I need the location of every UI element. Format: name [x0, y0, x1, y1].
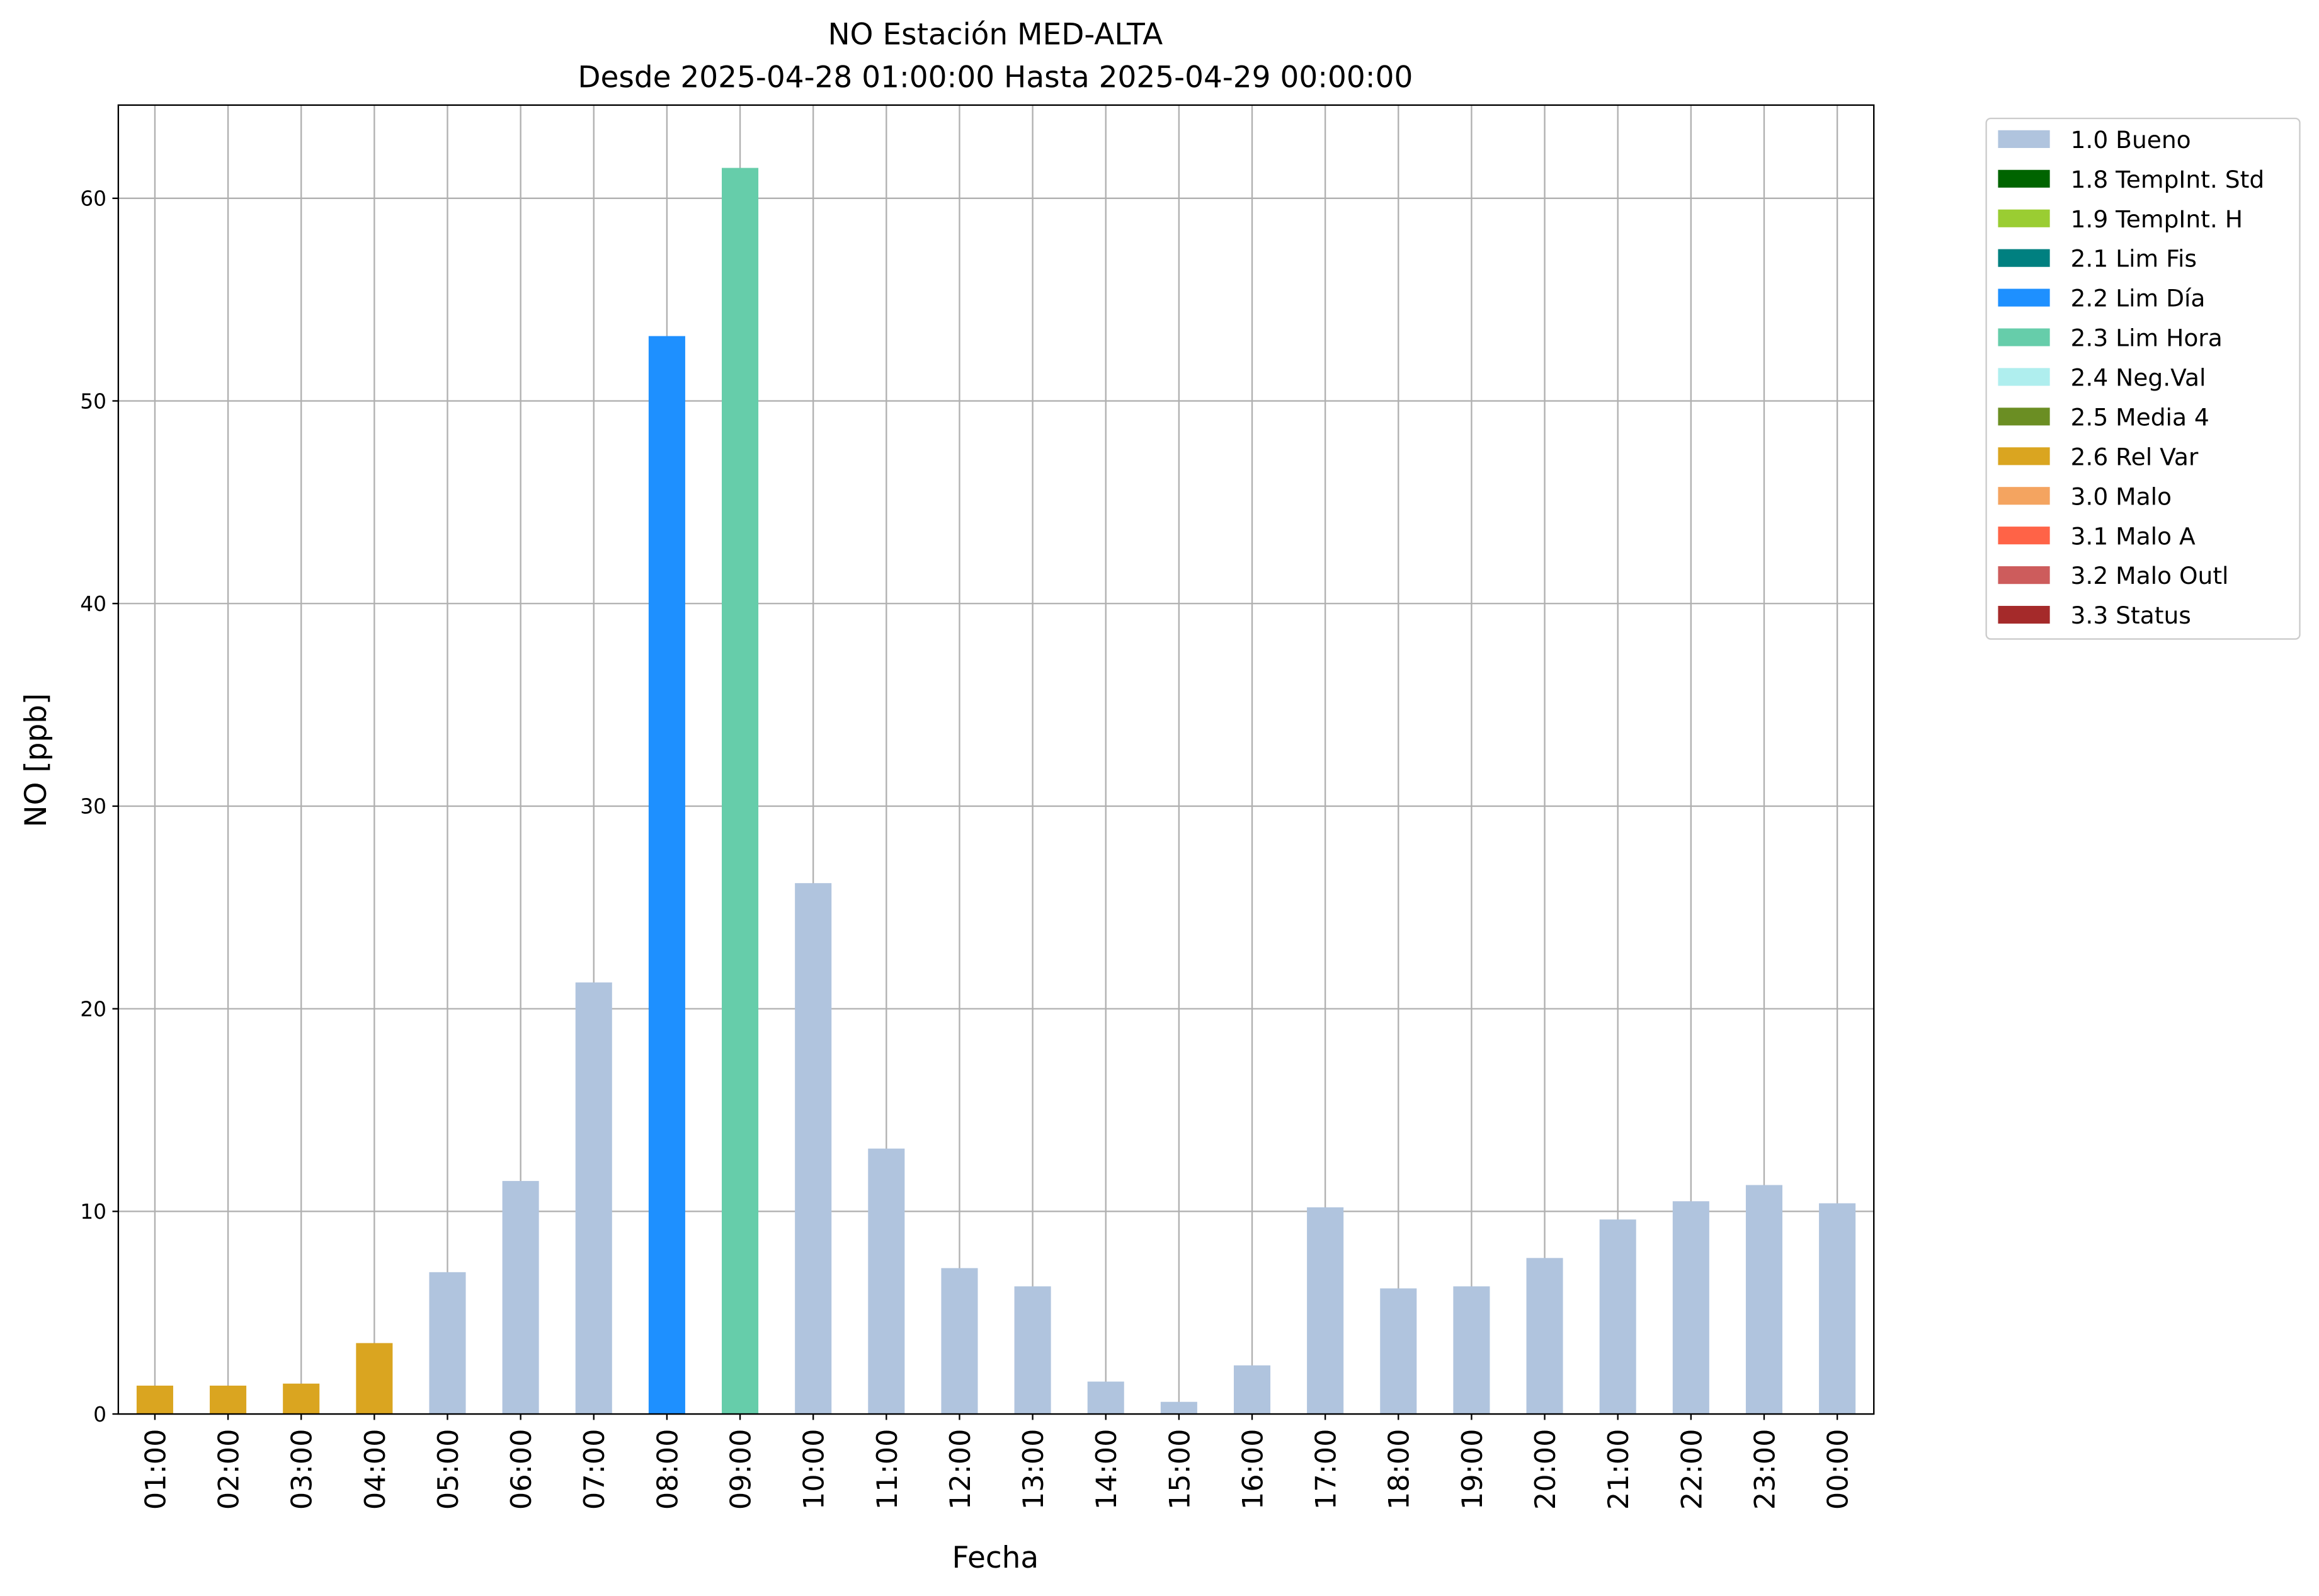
bar [136, 1385, 173, 1415]
bar [1599, 1219, 1636, 1415]
bar [1160, 1401, 1197, 1415]
legend-label: 2.6 Rel Var [2071, 443, 2199, 470]
legend-swatch [1998, 328, 2050, 346]
y-tick-label: 20 [80, 996, 106, 1021]
x-tick-label: 20:00 [1529, 1429, 1562, 1510]
bar [1307, 1207, 1344, 1415]
bar [868, 1148, 905, 1415]
legend-label: 1.8 TempInt. Std [2071, 166, 2265, 193]
x-tick-label: 23:00 [1748, 1429, 1781, 1510]
x-tick-label: 13:00 [1017, 1429, 1050, 1510]
y-tick-label: 40 [80, 591, 106, 616]
bar [283, 1383, 320, 1415]
bar [1087, 1381, 1124, 1415]
bar [1453, 1286, 1490, 1415]
x-tick-label: 16:00 [1236, 1429, 1269, 1510]
x-tick-label: 08:00 [651, 1429, 684, 1510]
legend-label: 3.3 Status [2071, 601, 2191, 629]
legend-swatch [1998, 605, 2050, 624]
bar [1819, 1203, 1856, 1415]
x-tick-label: 17:00 [1310, 1429, 1343, 1510]
x-tick-label: 09:00 [724, 1429, 757, 1510]
chart-subtitle: Desde 2025-04-28 01:00:00 Hasta 2025-04-… [578, 60, 1413, 95]
legend-swatch [1998, 487, 2050, 505]
bar [356, 1343, 393, 1415]
bar [1014, 1286, 1051, 1415]
y-tick-label: 50 [80, 389, 106, 413]
bar [722, 168, 759, 1415]
bar [502, 1181, 539, 1415]
x-tick-label: 15:00 [1163, 1429, 1196, 1510]
x-tick-label: 07:00 [578, 1429, 611, 1510]
x-tick-label: 05:00 [432, 1429, 465, 1510]
bar [795, 883, 832, 1415]
legend-label: 1.0 Bueno [2071, 126, 2191, 154]
bar [1745, 1185, 1783, 1415]
legend-swatch [1998, 130, 2050, 148]
legend-label: 3.1 Malo A [2071, 522, 2196, 550]
bar [1672, 1201, 1709, 1415]
x-tick-label: 12:00 [944, 1429, 977, 1510]
x-tick-label: 06:00 [505, 1429, 538, 1510]
legend-swatch [1998, 408, 2050, 426]
legend-label: 2.5 Media 4 [2071, 403, 2209, 431]
y-axis-label: NO [ppb] [19, 693, 54, 828]
bar [429, 1272, 466, 1415]
legend-label: 2.3 Lim Hora [2071, 324, 2223, 352]
x-tick-label: 22:00 [1675, 1429, 1708, 1510]
x-tick-label: 01:00 [139, 1429, 172, 1510]
legend-swatch [1998, 447, 2050, 465]
x-tick-label: 14:00 [1090, 1429, 1123, 1510]
legend-label: 1.9 TempInt. H [2071, 205, 2243, 233]
legend-swatch [1998, 169, 2050, 188]
legend-swatch [1998, 527, 2050, 545]
legend-label: 2.2 Lim Día [2071, 285, 2206, 312]
legend-label: 2.4 Neg.Val [2071, 364, 2206, 392]
bar [648, 336, 685, 1415]
bar [941, 1268, 978, 1415]
legend-swatch [1998, 368, 2050, 386]
x-tick-label: 18:00 [1383, 1429, 1416, 1510]
y-tick-label: 60 [80, 186, 106, 211]
axes: 0 10 20 30 40 50 60 01:00 02:00 03:00 04:00 05:00 06… [80, 186, 1854, 1510]
bar [1380, 1288, 1417, 1415]
x-tick-label: 00:00 [1822, 1429, 1855, 1510]
x-tick-label: 21:00 [1602, 1429, 1635, 1510]
legend-label: 2.1 Lim Fis [2071, 245, 2197, 273]
x-tick-label: 04:00 [359, 1429, 392, 1510]
legend-swatch [1998, 566, 2050, 584]
x-tick-label: 03:00 [286, 1429, 319, 1510]
x-axis-label: Fecha [952, 1541, 1039, 1575]
chart-title: NO Estación MED-ALTA [828, 18, 1163, 52]
legend-swatch [1998, 288, 2050, 307]
legend-swatch [1998, 209, 2050, 227]
legend: 1.0 Bueno 1.8 TempInt. Std 1.9 TempInt. H 2… [1998, 126, 2264, 629]
legend-label: 3.2 Malo Outl [2071, 562, 2229, 590]
y-tick-label: 0 [93, 1402, 106, 1427]
bars [136, 168, 1856, 1415]
bar [210, 1385, 247, 1415]
x-tick-label: 11:00 [871, 1429, 904, 1510]
x-tick-label: 19:00 [1456, 1429, 1489, 1510]
x-tick-label: 10:00 [798, 1429, 831, 1510]
legend-box [1985, 117, 2301, 640]
y-tick-label: 10 [80, 1199, 106, 1224]
x-tick-label: 02:00 [213, 1429, 246, 1510]
bar [1526, 1258, 1563, 1415]
legend-swatch [1998, 249, 2050, 267]
y-tick-label: 30 [80, 794, 106, 819]
bar [1233, 1365, 1271, 1415]
legend-label: 3.0 Malo [2071, 482, 2172, 510]
plot-frame [117, 104, 1875, 1415]
bar [575, 982, 612, 1415]
